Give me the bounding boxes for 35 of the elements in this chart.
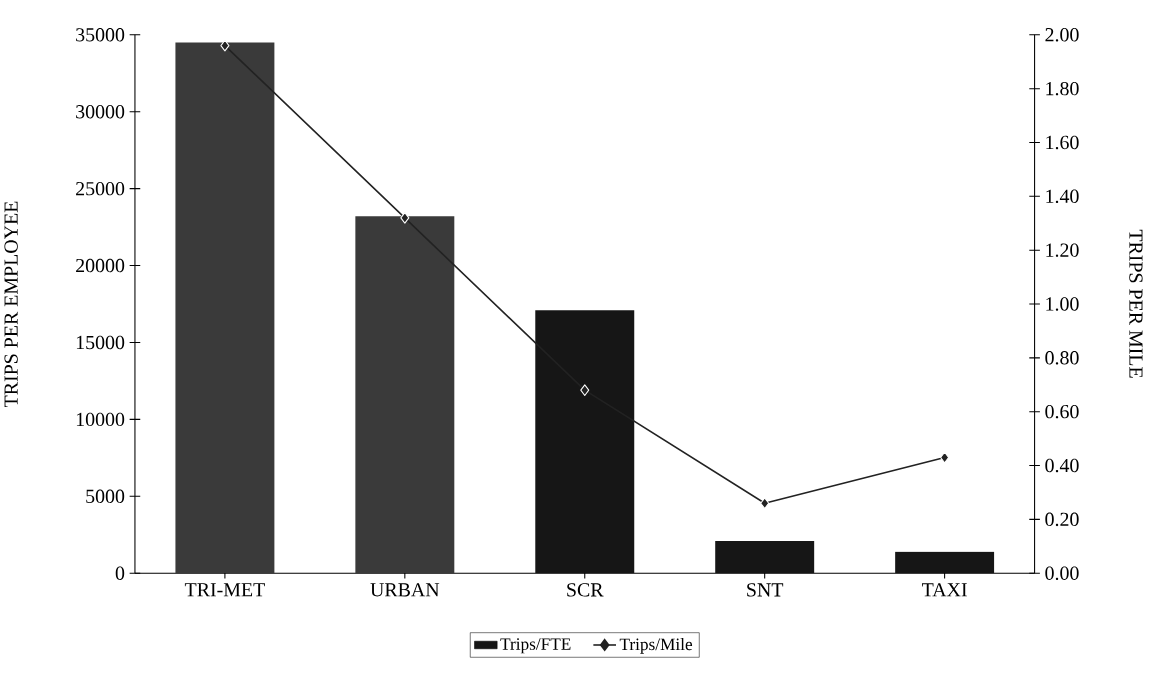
point — [220, 39, 230, 52]
y2-tick-label: 2.00 — [1045, 28, 1079, 42]
y2-tick-label: 1.40 — [1046, 189, 1079, 204]
point — [400, 212, 410, 224]
y2-tick-label: 1.20 — [1046, 243, 1079, 258]
y-tick-label: 35000 — [76, 28, 125, 42]
x-tick-label: TRI-MET — [184, 583, 265, 597]
legend-label: Trips/FTE — [500, 638, 571, 654]
x-tick-label: SCR — [567, 583, 604, 597]
y2-tick-label: 1.80 — [1046, 82, 1079, 96]
y-tick-label: 5000 — [86, 489, 125, 504]
y-tick-label: 15000 — [76, 335, 125, 350]
y2-tick-label: 0.20 — [1045, 512, 1079, 527]
y-tick-label: 30000 — [76, 105, 125, 119]
y2-axis-title: TRIPS PER MILE — [1129, 229, 1143, 378]
point — [580, 384, 590, 397]
y-tick-label: 20000 — [76, 259, 125, 273]
y-axis-title: TRIPS PER EMPLOYEE — [4, 201, 18, 408]
y2-tick-label: 1.00 — [1046, 297, 1079, 311]
x-tick-label: URBAN — [370, 583, 440, 597]
bar — [175, 42, 275, 574]
y2-tick-label: 0.60 — [1045, 405, 1079, 419]
y-tick-label: 0 — [115, 566, 125, 581]
bar — [355, 216, 455, 574]
bar — [715, 541, 815, 574]
y2-tick-label: 0.40 — [1045, 458, 1079, 473]
y2-tick-label: 0.00 — [1045, 566, 1079, 581]
y-tick-label: 25000 — [76, 182, 125, 196]
y-tick-label: 10000 — [76, 412, 125, 427]
x-tick-label: TAXI — [922, 583, 967, 597]
y2-tick-label: 1.60 — [1046, 135, 1079, 150]
legend-label: Trips/Mile — [619, 638, 693, 654]
x-tick-label: SNT — [747, 583, 784, 597]
bar — [895, 551, 995, 574]
y2-tick-label: 0.80 — [1045, 351, 1079, 365]
